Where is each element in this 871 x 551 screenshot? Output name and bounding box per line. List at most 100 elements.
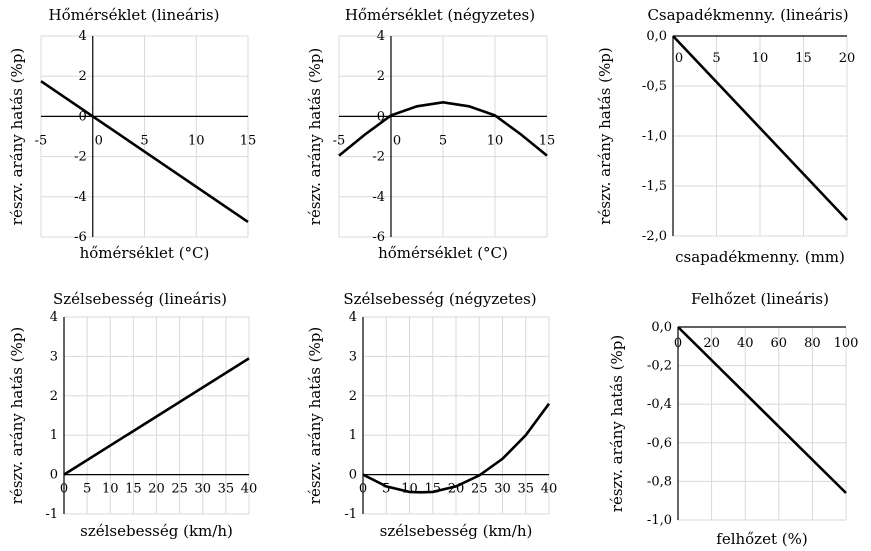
x-axis-label: hőmérséklet (°C) xyxy=(80,244,210,262)
series-line xyxy=(40,80,249,223)
y-tick-label: -0,6 xyxy=(647,436,672,451)
y-tick-label: 0 xyxy=(377,109,385,124)
y-tick-label: -1,0 xyxy=(642,129,667,144)
chart-title: Szélsebesség (lineáris) xyxy=(53,290,227,308)
x-tick-label: 20 xyxy=(148,482,165,497)
y-axis-label: részv. arány hatás (%p) xyxy=(306,48,324,225)
y-tick-label: 2 xyxy=(50,389,58,404)
y-tick-label: -2 xyxy=(372,150,385,165)
y-tick-label: 3 xyxy=(349,349,357,364)
x-tick-label: 40 xyxy=(541,482,558,497)
y-tick-label: 0 xyxy=(50,468,58,483)
x-tick-label: 5 xyxy=(83,482,91,497)
x-tick-label: 25 xyxy=(171,482,188,497)
x-tick-label: 0 xyxy=(675,51,683,66)
y-tick-label: 3 xyxy=(50,349,58,364)
y-tick-label: 1 xyxy=(349,428,357,443)
series-line xyxy=(338,100,548,157)
y-axis-label: részv. arány hatás (%p) xyxy=(596,47,614,224)
x-tick-label: -5 xyxy=(333,133,346,148)
x-tick-label: 5 xyxy=(439,133,447,148)
chart-panel-6: 0,0 -0,2 -0,4 -0,6 -0,8 -1,0 0 20 40 60 80 100 Felhő… xyxy=(608,290,858,548)
x-tick-label: 60 xyxy=(771,336,788,351)
x-tick-label: 15 xyxy=(539,133,556,148)
x-tick-label: 40 xyxy=(241,482,258,497)
x-tick-label: -5 xyxy=(35,133,48,148)
chart-panel-2: 4 2 0 -2 -4 -6 -5 0 5 10 15 Hőmérséklet (négyzetes)… xyxy=(306,6,555,262)
y-tick-label: -0,2 xyxy=(647,359,672,374)
y-tick-label: 4 xyxy=(78,29,86,44)
y-axis-label: részv. arány hatás (%p) xyxy=(8,48,26,225)
y-tick-label: -6 xyxy=(372,230,385,245)
x-axis-label: felhőzet (%) xyxy=(716,530,807,548)
y-tick-label: -4 xyxy=(372,190,385,205)
x-tick-label: 5 xyxy=(382,482,390,497)
x-tick-label: 10 xyxy=(487,133,504,148)
chart-panel-3: 0,0 -0,5 -1,0 -1,5 -2,0 0 5 10 15 20 Csapadékmenny… xyxy=(596,6,855,266)
x-tick-label: 10 xyxy=(401,482,418,497)
y-tick-label: 0 xyxy=(349,468,357,483)
y-tick-label: 0,0 xyxy=(646,29,667,44)
y-tick-label: -0,8 xyxy=(647,474,672,489)
x-tick-label: 15 xyxy=(240,133,257,148)
y-axis-label: részv. arány hatás (%p) xyxy=(306,327,324,504)
series-line xyxy=(677,326,847,494)
y-tick-label: -1,0 xyxy=(647,513,672,528)
y-tick-label: -6 xyxy=(74,230,87,245)
series-line xyxy=(672,35,848,221)
y-tick-label: -1 xyxy=(45,507,58,522)
x-tick-label: 30 xyxy=(194,482,211,497)
x-tick-label: 0 xyxy=(60,482,68,497)
series-line xyxy=(362,402,551,494)
x-tick-label: 80 xyxy=(804,336,821,351)
series-line xyxy=(63,357,250,476)
x-tick-label: 15 xyxy=(424,482,441,497)
y-tick-label: -1 xyxy=(344,507,357,522)
y-tick-label: 2 xyxy=(349,389,357,404)
y-tick-label: 1 xyxy=(50,428,58,443)
x-tick-label: 10 xyxy=(188,133,205,148)
x-tick-label: 15 xyxy=(795,51,812,66)
y-tick-label: 4 xyxy=(377,29,385,44)
x-axis-label: hőmérséklet (°C) xyxy=(378,244,508,262)
x-tick-label: 100 xyxy=(834,336,859,351)
chart-title: Szélsebesség (négyzetes) xyxy=(343,290,536,308)
y-tick-label: 4 xyxy=(50,310,58,325)
y-tick-label: -2 xyxy=(74,150,87,165)
y-tick-label: 0 xyxy=(78,109,86,124)
chart-title: Csapadékmenny. (lineáris) xyxy=(647,6,848,24)
x-tick-label: 0 xyxy=(674,336,682,351)
x-tick-label: 10 xyxy=(752,51,769,66)
x-tick-label: 5 xyxy=(712,51,720,66)
y-tick-label: 2 xyxy=(78,69,86,84)
chart-panel-1: 4 2 0 -2 -4 -6 -5 0 5 10 15 Hőmérséklet (lineáris) h… xyxy=(8,6,256,262)
chart-title: Felhőzet (lineáris) xyxy=(691,290,829,308)
x-tick-label: 0 xyxy=(95,133,103,148)
y-tick-label: 2 xyxy=(377,69,385,84)
x-tick-label: 25 xyxy=(471,482,488,497)
x-tick-label: 0 xyxy=(359,482,367,497)
y-tick-label: -0,4 xyxy=(647,397,672,412)
chart-title: Hőmérséklet (négyzetes) xyxy=(345,6,535,24)
x-axis-label: csapadékmenny. (mm) xyxy=(675,248,845,266)
x-tick-label: 5 xyxy=(140,133,148,148)
x-tick-label: 0 xyxy=(393,133,401,148)
y-tick-label: -4 xyxy=(74,190,87,205)
x-tick-label: 20 xyxy=(839,51,856,66)
y-tick-label: 0,0 xyxy=(651,320,672,335)
y-axis-label: részv. arány hatás (%p) xyxy=(608,335,626,512)
x-tick-label: 15 xyxy=(125,482,142,497)
x-axis-label: szélsebesség (km/h) xyxy=(380,522,533,540)
x-tick-label: 20 xyxy=(703,336,720,351)
x-tick-label: 40 xyxy=(737,336,754,351)
y-axis-label: részv. arány hatás (%p) xyxy=(8,327,26,504)
y-tick-label: -0,5 xyxy=(642,79,667,94)
x-tick-label: 35 xyxy=(218,482,235,497)
x-tick-label: 10 xyxy=(102,482,119,497)
x-tick-label: 30 xyxy=(494,482,511,497)
y-tick-label: -2,0 xyxy=(642,229,667,244)
y-tick-label: 4 xyxy=(349,310,357,325)
chart-title: Hőmérséklet (lineáris) xyxy=(49,6,220,24)
